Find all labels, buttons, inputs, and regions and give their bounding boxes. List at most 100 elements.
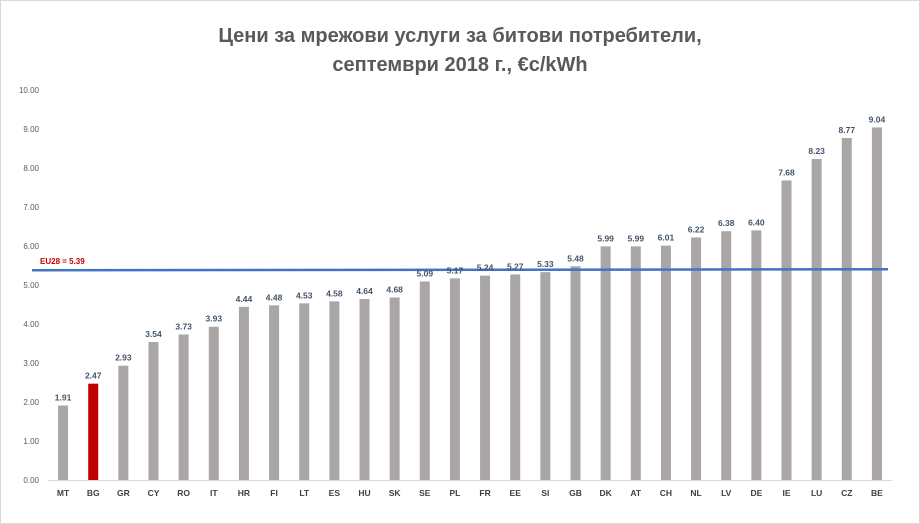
x-axis: MT BG GR CY RO IT HR FI LT ES HU SK SE PL FR EE SI GB DK AT… [48, 480, 892, 498]
bar-hr [238, 306, 249, 480]
data-label-ro: 3.73 [175, 322, 192, 332]
bar-lv [721, 231, 732, 480]
x-tick-label-ro: RO [177, 488, 190, 498]
x-tick-label-es: ES [329, 488, 341, 498]
bar-es [329, 301, 340, 480]
bar-ch [660, 245, 671, 480]
x-tick-label-sk: SK [389, 488, 402, 498]
bar-se [419, 281, 430, 480]
x-tick-label-ch: CH [660, 488, 672, 498]
x-tick-label-fr: FR [479, 488, 490, 498]
bar-at [630, 246, 641, 480]
data-label-nl: 6.22 [688, 224, 705, 234]
bar-fr [480, 275, 491, 480]
bar-cy [148, 341, 159, 480]
data-label-sk: 4.68 [386, 284, 403, 294]
x-tick-label-lt: LT [299, 488, 310, 498]
bar-be [871, 127, 882, 480]
y-tick-label: 9.00 [23, 125, 39, 134]
data-label-lt: 4.53 [296, 290, 313, 300]
x-tick-label-hu: HU [358, 488, 370, 498]
x-tick-label-fi: FI [270, 488, 278, 498]
x-tick-label-bg: BG [87, 488, 100, 498]
y-tick-label: 0.00 [23, 476, 39, 485]
y-tick-label: 2.00 [23, 398, 39, 407]
data-label-de: 6.40 [748, 217, 765, 227]
y-tick-label: 1.00 [23, 437, 39, 446]
bar-ie [781, 180, 792, 481]
bar-lt [299, 303, 310, 480]
bar-nl [691, 237, 702, 480]
bars [58, 127, 882, 481]
reference-line [31, 268, 889, 272]
data-labels: 1.91 2.47 2.93 3.54 3.73 3.93 4.44 4.48 4.53 4.58… [55, 114, 886, 402]
bar-de [751, 230, 762, 480]
data-label-at: 5.99 [628, 233, 645, 243]
data-label-bg: 2.47 [85, 371, 102, 381]
data-label-cz: 8.77 [839, 125, 856, 135]
x-tick-label-dk: DK [600, 488, 613, 498]
x-tick-label-be: BE [871, 488, 883, 498]
y-tick-label: 8.00 [23, 164, 39, 173]
data-label-mt: 1.91 [55, 393, 72, 403]
data-label-gb: 5.48 [567, 253, 584, 263]
x-tick-label-hr: HR [238, 488, 250, 498]
data-label-it: 3.93 [206, 314, 223, 324]
x-tick-label-pl: PL [449, 488, 460, 498]
data-label-lu: 8.23 [808, 146, 825, 156]
bar-sk [389, 297, 400, 480]
bar-hu [359, 299, 370, 480]
data-label-pl: 5.17 [447, 265, 464, 275]
data-label-cy: 3.54 [145, 329, 162, 339]
x-tick-label-lv: LV [721, 488, 732, 498]
data-label-fr: 5.24 [477, 263, 494, 273]
y-axis: 0.00 1.00 2.00 3.00 4.00 5.00 6.00 7.00 8.00 9.00… [19, 86, 40, 485]
bar-lu [811, 159, 822, 480]
data-label-lv: 6.38 [718, 218, 735, 228]
reference-line-group: EU28 = 5.39 [31, 257, 889, 272]
x-tick-label-ie: IE [782, 488, 790, 498]
x-tick-label-at: AT [630, 488, 642, 498]
x-tick-label-de: DE [750, 488, 762, 498]
x-tick-label-lu: LU [811, 488, 822, 498]
bar-si [540, 272, 551, 480]
bar-mt [58, 405, 69, 480]
x-tick-label-se: SE [419, 488, 431, 498]
bar-it [208, 326, 219, 480]
x-tick-label-cz: CZ [841, 488, 852, 498]
x-tick-label-gb: GB [569, 488, 582, 498]
y-tick-label: 3.00 [23, 359, 39, 368]
data-label-be: 9.04 [869, 114, 886, 124]
data-label-ie: 7.68 [778, 167, 795, 177]
data-label-ch: 6.01 [658, 233, 675, 243]
data-label-es: 4.58 [326, 288, 343, 298]
data-label-dk: 5.99 [597, 233, 614, 243]
x-tick-label-mt: MT [57, 488, 70, 498]
x-tick-label-nl: NL [690, 488, 701, 498]
bar-ro [178, 334, 189, 480]
y-tick-label: 6.00 [23, 242, 39, 251]
bar-gb [570, 266, 581, 480]
y-tick-label: 10.00 [19, 86, 40, 95]
data-label-si: 5.33 [537, 259, 554, 269]
data-label-ee: 5.27 [507, 261, 524, 271]
bar-bg [88, 383, 99, 480]
bar-gr [118, 365, 129, 480]
chart-title-line1: Цени за мрежови услуги за битови потреби… [218, 25, 702, 47]
chart-title-line2: септември 2018 г., €c/kWh [332, 54, 588, 76]
chart-title: Цени за мрежови услуги за битови потреби… [0, 22, 920, 80]
data-label-fi: 4.48 [266, 292, 283, 302]
data-label-se: 5.09 [417, 268, 434, 278]
bar-dk [600, 246, 611, 480]
data-label-hu: 4.64 [356, 286, 373, 296]
x-tick-label-si: SI [541, 488, 549, 498]
bar-pl [449, 278, 460, 480]
x-tick-label-gr: GR [117, 488, 130, 498]
y-tick-label: 7.00 [23, 203, 39, 212]
x-tick-label-it: IT [210, 488, 218, 498]
data-label-gr: 2.93 [115, 353, 132, 363]
bar-ee [510, 274, 521, 480]
x-tick-label-cy: CY [148, 488, 160, 498]
y-tick-label: 5.00 [23, 281, 39, 290]
